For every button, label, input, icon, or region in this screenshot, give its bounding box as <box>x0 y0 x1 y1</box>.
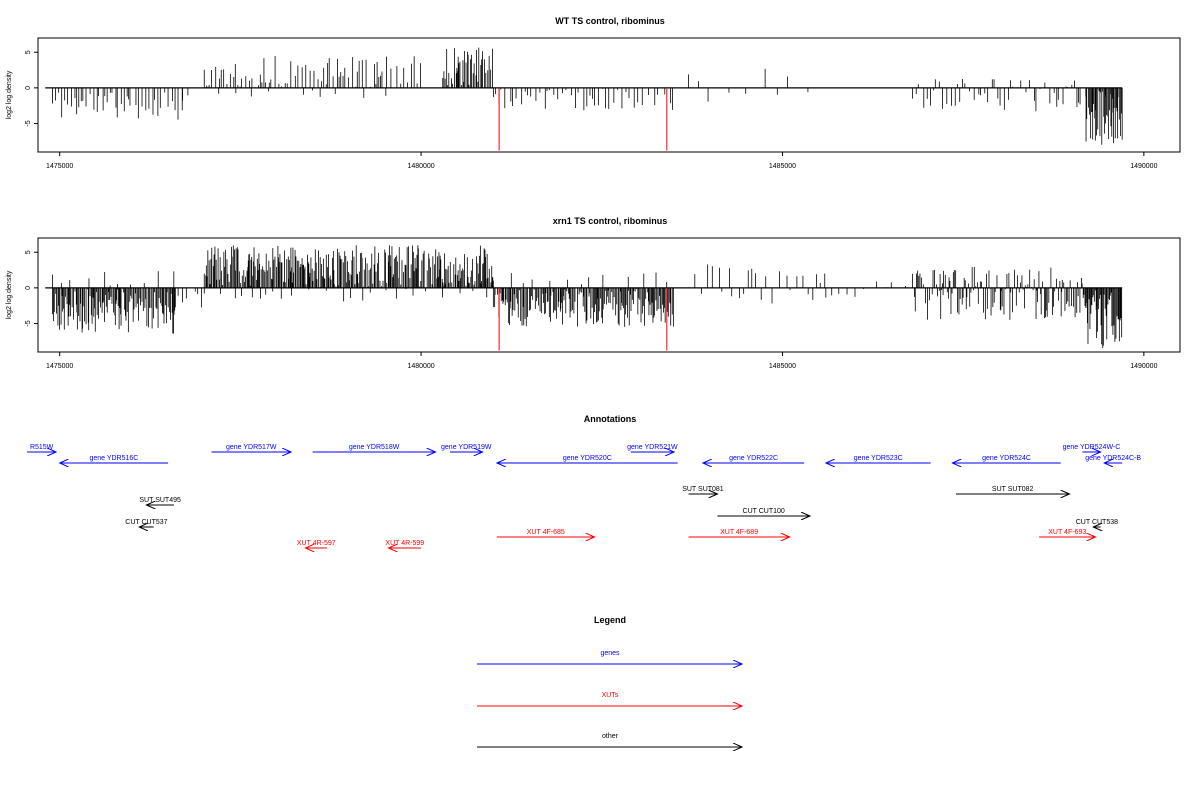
wt-y-axis: 5 0 -5 <box>25 50 39 127</box>
y-tick-label: -5 <box>25 120 32 126</box>
annotation-label: gene YDR524W-C <box>1063 444 1121 451</box>
annotation-label: SUT SUT081 <box>682 486 724 493</box>
xrn1-red-marks <box>498 287 668 351</box>
annotation-label: SUT SUT495 <box>139 497 181 504</box>
annotation-label: gene YDR518W <box>349 444 400 451</box>
annotation-label: gene YDR523C <box>854 455 903 462</box>
y-tick-label: 5 <box>25 250 32 254</box>
xrn1-y-axis-label: log2 log density <box>6 270 13 319</box>
annotation-label: gene YDR517W <box>226 444 277 451</box>
annotation-label: SUT SUT082 <box>992 486 1034 493</box>
x-tick-label: 1490000 <box>1130 163 1157 170</box>
annotation-label: gene YDR520C <box>563 455 612 462</box>
annotation-label: gene YDR522C <box>729 455 778 462</box>
y-tick-label: -5 <box>25 320 32 326</box>
y-tick-label: 0 <box>25 86 32 90</box>
wt-panel-title: WT TS control, ribominus <box>555 16 665 26</box>
legend-label: XUTs <box>602 692 619 699</box>
wt-red-marks <box>498 87 668 151</box>
annotation-label: gene YDR519W <box>441 444 492 451</box>
x-tick-label: 1485000 <box>769 163 796 170</box>
legend: Legend genes XUTs other <box>477 615 742 747</box>
annotation-label: XUT 4F-689 <box>720 529 758 536</box>
annotation-label: gene YDR516C <box>89 455 138 462</box>
xrn1-panel-title: xrn1 TS control, ribominus <box>553 216 668 226</box>
annotation-label: XUT 4R-597 <box>297 540 336 547</box>
annotations-title: Annotations <box>584 414 637 424</box>
annotation-label: CUT CUT100 <box>743 508 785 515</box>
annotation-label: gene YDR524C-B <box>1085 455 1141 462</box>
annotation-label: CUT CUT537 <box>125 519 167 526</box>
xrn1-density-panel: xrn1 TS control, ribominus log2 log dens… <box>6 216 1181 370</box>
wt-x-axis: 1475000 1480000 1485000 1490000 <box>46 151 1158 170</box>
xrn1-x-axis: 1475000 1480000 1485000 1490000 <box>46 351 1158 370</box>
wt-y-axis-label: log2 log density <box>6 70 13 119</box>
annotation-label: CUT CUT538 <box>1076 519 1118 526</box>
xrn1-y-axis: 5 0 -5 <box>25 250 39 327</box>
annotation-label: XUT 4R-599 <box>385 540 424 547</box>
annotations-panel: Annotations R515W gene YDR516C gene YDR517… <box>27 414 1141 548</box>
wt-density-panel: WT TS control, ribominus log2 log densit… <box>6 16 1181 170</box>
xrn1-density-bars <box>52 245 1123 348</box>
x-tick-label: 1480000 <box>407 163 434 170</box>
x-tick-label: 1480000 <box>407 363 434 370</box>
legend-label: other <box>602 733 619 740</box>
legend-title: Legend <box>594 615 626 625</box>
wt-density-bars <box>52 47 1123 145</box>
x-tick-label: 1490000 <box>1130 363 1157 370</box>
x-tick-label: 1485000 <box>769 363 796 370</box>
annotation-features: R515W gene YDR516C gene YDR517W gene YDR518… <box>27 444 1141 548</box>
annotation-label: gene YDR524C <box>982 455 1031 462</box>
x-tick-label: 1475000 <box>46 363 73 370</box>
y-tick-label: 0 <box>25 286 32 290</box>
annotation-label: XUT 4F-693 <box>1048 529 1086 536</box>
y-tick-label: 5 <box>25 50 32 54</box>
annotation-label: R515W <box>30 444 54 451</box>
annotation-label: XUT 4F-685 <box>527 529 565 536</box>
legend-entries: genes XUTs other <box>477 650 742 747</box>
x-tick-label: 1475000 <box>46 163 73 170</box>
annotation-label: gene YDR521W <box>627 444 678 451</box>
legend-label: genes <box>600 650 620 657</box>
